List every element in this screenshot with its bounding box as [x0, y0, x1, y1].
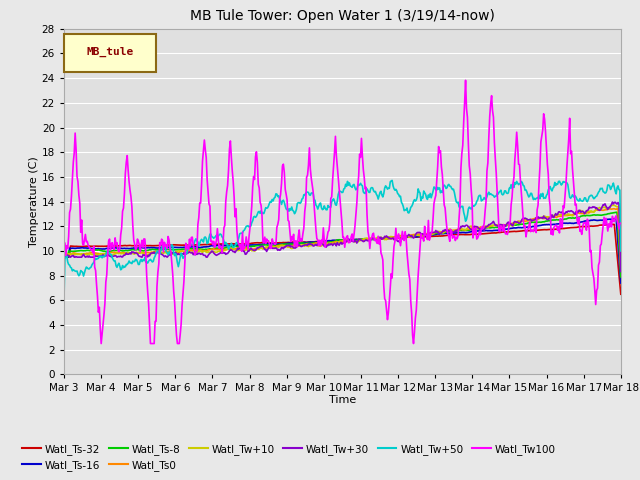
Watl_Tw+10: [204, 250, 211, 255]
Y-axis label: Temperature (C): Temperature (C): [29, 156, 39, 247]
Watl_Ts-32: [60, 254, 68, 260]
Watl_Tw+50: [617, 248, 625, 254]
Watl_Tw100: [97, 341, 105, 347]
Line: Watl_Tw100: Watl_Tw100: [64, 80, 621, 344]
Watl_Ts0: [614, 205, 622, 211]
Watl_Tw+30: [204, 254, 211, 260]
Watl_Tw100: [313, 236, 321, 241]
Watl_Tw+10: [479, 225, 487, 230]
Line: Watl_Ts-16: Watl_Ts-16: [64, 218, 621, 283]
FancyBboxPatch shape: [64, 34, 156, 72]
Watl_Tw100: [204, 189, 212, 194]
Watl_Tw100: [481, 208, 489, 214]
Watl_Ts-8: [159, 247, 166, 252]
Watl_Tw+50: [433, 187, 440, 193]
Watl_Tw+50: [388, 178, 396, 183]
Watl_Ts-8: [312, 240, 320, 246]
Watl_Ts-32: [479, 231, 487, 237]
Watl_Ts-16: [388, 235, 396, 240]
Watl_Ts-8: [60, 254, 68, 260]
Watl_Tw+50: [389, 183, 397, 189]
Watl_Tw100: [617, 220, 625, 226]
Watl_Tw100: [433, 178, 440, 183]
Watl_Ts0: [388, 235, 396, 240]
Watl_Ts0: [204, 248, 211, 253]
Watl_Ts-16: [432, 231, 440, 237]
Watl_Ts0: [159, 250, 166, 255]
Watl_Ts0: [617, 267, 625, 273]
Watl_Tw+10: [611, 202, 618, 208]
Watl_Ts-16: [617, 280, 625, 286]
Watl_Ts0: [432, 229, 440, 235]
Watl_Tw+10: [432, 229, 440, 235]
Line: Watl_Tw+50: Watl_Tw+50: [64, 180, 621, 299]
Watl_Tw+30: [388, 236, 396, 241]
Watl_Tw+50: [204, 241, 211, 247]
Watl_Tw+30: [60, 254, 68, 260]
Line: Watl_Tw+30: Watl_Tw+30: [64, 202, 621, 272]
Watl_Ts-32: [432, 233, 440, 239]
Line: Watl_Ts-32: Watl_Ts-32: [64, 224, 621, 294]
Watl_Ts-32: [388, 236, 396, 241]
Watl_Ts-8: [388, 234, 396, 240]
Title: MB Tule Tower: Open Water 1 (3/19/14-now): MB Tule Tower: Open Water 1 (3/19/14-now…: [190, 10, 495, 24]
Watl_Ts-32: [617, 291, 625, 297]
Watl_Ts-8: [617, 274, 625, 280]
Watl_Ts-16: [312, 239, 320, 245]
Watl_Ts-8: [204, 247, 211, 252]
Watl_Ts-16: [612, 216, 620, 221]
Watl_Tw+50: [480, 195, 488, 201]
Watl_Ts0: [60, 254, 68, 260]
Watl_Ts-16: [60, 254, 68, 260]
Watl_Tw+10: [617, 259, 625, 265]
Watl_Ts0: [479, 225, 487, 230]
Watl_Ts-32: [607, 221, 615, 227]
Line: Watl_Ts-8: Watl_Ts-8: [64, 212, 621, 277]
Watl_Ts-32: [159, 242, 166, 248]
Watl_Ts-16: [204, 244, 211, 250]
Watl_Ts-16: [479, 228, 487, 234]
Watl_Tw+50: [60, 296, 68, 302]
Watl_Ts-8: [432, 230, 440, 236]
Watl_Tw100: [60, 240, 68, 246]
Watl_Tw100: [159, 249, 167, 255]
Watl_Tw+10: [312, 241, 320, 247]
Line: Watl_Ts0: Watl_Ts0: [64, 208, 621, 270]
Watl_Tw+50: [159, 242, 166, 248]
Watl_Tw100: [461, 77, 469, 83]
Watl_Tw+10: [159, 250, 166, 256]
Watl_Tw+30: [159, 252, 166, 258]
Watl_Tw100: [389, 257, 397, 263]
Legend: Watl_Ts-32, Watl_Ts-16, Watl_Ts-8, Watl_Ts0, Watl_Tw+10, Watl_Tw+30, Watl_Tw+50,: Watl_Ts-32, Watl_Ts-16, Watl_Ts-8, Watl_…: [18, 439, 560, 475]
Watl_Ts0: [312, 240, 320, 246]
Watl_Tw+10: [60, 254, 68, 260]
X-axis label: Time: Time: [329, 395, 356, 405]
Watl_Tw+30: [432, 228, 440, 233]
Watl_Ts-32: [312, 239, 320, 244]
Text: MB_tule: MB_tule: [86, 47, 133, 58]
Watl_Tw+30: [609, 199, 616, 205]
Line: Watl_Tw+10: Watl_Tw+10: [64, 205, 621, 262]
Watl_Ts-32: [204, 241, 211, 247]
Watl_Tw+30: [312, 241, 320, 247]
Watl_Ts-8: [612, 209, 620, 215]
Watl_Tw+50: [312, 202, 320, 208]
Watl_Tw+30: [617, 269, 625, 275]
Watl_Ts-8: [479, 225, 487, 231]
Watl_Ts-16: [159, 245, 166, 251]
Watl_Tw+10: [388, 234, 396, 240]
Watl_Tw+30: [479, 226, 487, 231]
